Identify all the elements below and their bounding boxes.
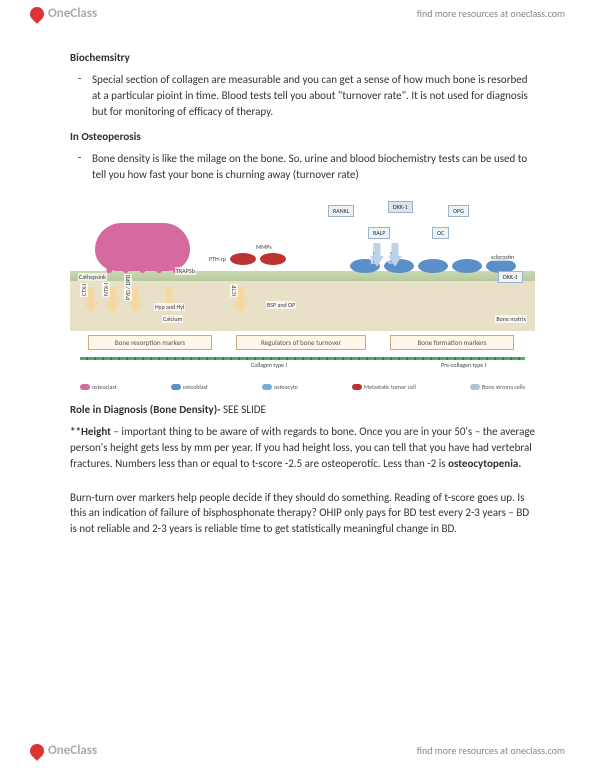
label-sclerostin: sclerostin bbox=[490, 253, 515, 261]
osteocytopenia-label: osteocytopenia. bbox=[448, 457, 521, 470]
label-rankl: RANKL bbox=[328, 205, 354, 217]
osteoblast-icon bbox=[452, 259, 482, 273]
legend-stroma: Bone stroma cells bbox=[470, 383, 525, 391]
biochem-text: Special section of collagen are measurab… bbox=[92, 72, 535, 120]
role-title: Role in Diagnosis (Bone Density)- SEE SL… bbox=[70, 403, 535, 416]
collagen-line bbox=[80, 357, 525, 360]
label-ctx: CTX-I bbox=[80, 282, 88, 296]
burn-para: Burn-turn over markers help people decid… bbox=[70, 490, 535, 538]
osteoblast-icon bbox=[418, 259, 448, 273]
logo-text: OneClass bbox=[48, 743, 97, 758]
label-calcium: Calcium bbox=[162, 315, 183, 323]
label-pthrp: PTH-rp bbox=[208, 255, 227, 263]
osteo-bullet: - Bone density is like the milage on the… bbox=[70, 151, 535, 183]
legend-osteoclast: osteoclast bbox=[80, 383, 117, 391]
header-tagline: find more resources at oneclass.com bbox=[417, 7, 565, 20]
tumor-cell-icon bbox=[230, 253, 256, 265]
legend-tumor: Metastatic tumor cell bbox=[352, 383, 416, 391]
label-trap5b: TRAP5b bbox=[175, 267, 196, 275]
osteo-text: Bone density is like the milage on the b… bbox=[92, 151, 535, 183]
logo: OneClass bbox=[30, 743, 97, 758]
logo-icon bbox=[27, 741, 47, 761]
label-dkk1-side: DKK-1 bbox=[498, 271, 523, 283]
label-mmps: MMPs bbox=[255, 243, 273, 251]
panel-resorption: Bone resorption markers bbox=[88, 335, 212, 350]
label-balp: BALP bbox=[368, 227, 390, 239]
logo: OneClass bbox=[30, 6, 97, 21]
label-precollagen: Pre-collagen type I bbox=[440, 361, 487, 369]
legend-osteocyte: osteocyte bbox=[262, 383, 298, 391]
role-title-bold: Role in Diagnosis (Bone Density)- bbox=[70, 403, 221, 416]
height-para: **Height – important thing to be aware o… bbox=[70, 424, 535, 472]
logo-text: OneClass bbox=[48, 6, 97, 21]
legend-osteoblast: osteoblast bbox=[171, 383, 208, 391]
label-pyd: PYD / DPD bbox=[124, 273, 132, 300]
osteoclast-icon bbox=[95, 223, 190, 271]
diagram-legend: osteoclast osteoblast osteocyte Metastat… bbox=[80, 383, 525, 391]
label-collagen-type1: Collagen type I bbox=[250, 361, 288, 369]
label-hyp: Hyp and Hyl bbox=[154, 303, 185, 311]
osteo-title: In Osteoperosis bbox=[70, 130, 535, 143]
footer-tagline: find more resources at oneclass.com bbox=[417, 744, 565, 757]
bullet-dash: - bbox=[70, 151, 92, 183]
bullet-dash: - bbox=[70, 72, 92, 120]
page-header: OneClass find more resources at oneclass… bbox=[0, 0, 595, 27]
biochem-bullet: - Special section of collagen are measur… bbox=[70, 72, 535, 120]
panel-regulators: Regulators of bone turnover bbox=[236, 335, 366, 350]
page-content: Biochemsitry - Special section of collag… bbox=[0, 27, 595, 557]
label-cathepsink: Cathepsink bbox=[78, 273, 107, 281]
panel-formation: Bone formation markers bbox=[390, 335, 514, 350]
page-footer: OneClass find more resources at oneclass… bbox=[0, 737, 595, 764]
biochem-title: Biochemsitry bbox=[70, 51, 535, 64]
role-title-suffix: SEE SLIDE bbox=[221, 403, 266, 416]
bone-turnover-diagram: RANKL DKK-1 OPG BALP OC Cathepsink TRAP5… bbox=[70, 193, 535, 393]
label-opg: OPG bbox=[448, 205, 469, 217]
label-ictp: ICTP bbox=[230, 284, 238, 297]
label-bsp: BSP and OP bbox=[266, 301, 296, 309]
label-bonematrix: Bone matrix bbox=[495, 315, 527, 323]
tumor-cell-icon bbox=[260, 253, 286, 265]
label-oc: OC bbox=[432, 227, 449, 239]
label-dkk1: DKK-1 bbox=[388, 201, 413, 213]
label-ntx: NTX-I bbox=[102, 282, 110, 297]
height-label: **Height bbox=[70, 425, 111, 438]
logo-icon bbox=[27, 4, 47, 24]
